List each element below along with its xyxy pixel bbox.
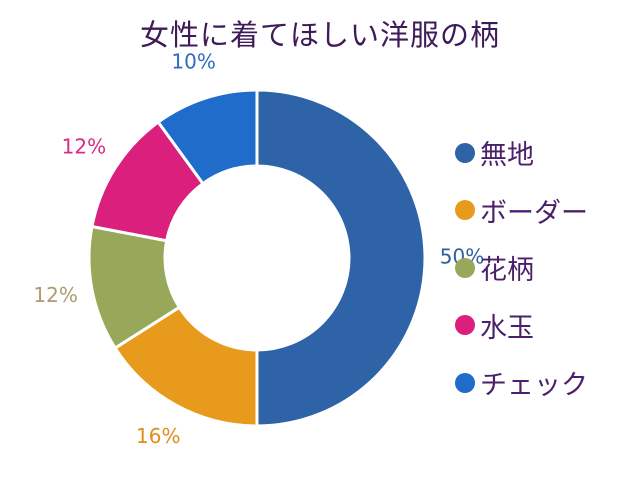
legend-marker (455, 257, 475, 278)
legend-label: 無地 (480, 140, 534, 172)
slice-label-5: 10% (171, 50, 215, 74)
legend-label: 花柄 (480, 255, 534, 287)
legend-item: 水玉 (455, 297, 588, 355)
legend-marker (455, 372, 475, 393)
legend-item: 無地 (455, 124, 588, 182)
legend-marker (455, 142, 475, 163)
legend: 無地ボーダー花柄水玉チェック (455, 124, 588, 412)
legend-item: ボーダー (455, 182, 588, 240)
legend-label: 水玉 (480, 312, 534, 344)
legend-label: チェック (480, 370, 588, 402)
chart-title: 女性に着てほしい洋服の柄 (139, 18, 500, 52)
slice-label-3: 12% (33, 283, 77, 307)
slice-label-4: 12% (62, 135, 106, 159)
legend-marker (455, 315, 475, 336)
legend-label: ボーダー (480, 197, 588, 229)
legend-item: チェック (455, 354, 588, 412)
slice-label-2: 16% (136, 424, 180, 448)
legend-marker (455, 200, 475, 221)
slice-5 (156, 88, 259, 186)
legend-item: 花柄 (455, 239, 588, 297)
slice-1 (255, 88, 427, 428)
